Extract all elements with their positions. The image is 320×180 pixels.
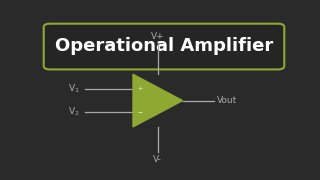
Text: +: + bbox=[137, 86, 142, 91]
FancyBboxPatch shape bbox=[44, 24, 284, 69]
Text: Vout: Vout bbox=[217, 96, 237, 105]
Text: V$_1$: V$_1$ bbox=[68, 83, 80, 95]
Text: V+: V+ bbox=[151, 32, 164, 41]
Text: −: − bbox=[137, 109, 142, 114]
Text: Operational Amplifier: Operational Amplifier bbox=[55, 37, 273, 55]
Text: V-: V- bbox=[153, 155, 162, 164]
Polygon shape bbox=[133, 74, 183, 127]
Text: V$_2$: V$_2$ bbox=[68, 106, 80, 118]
